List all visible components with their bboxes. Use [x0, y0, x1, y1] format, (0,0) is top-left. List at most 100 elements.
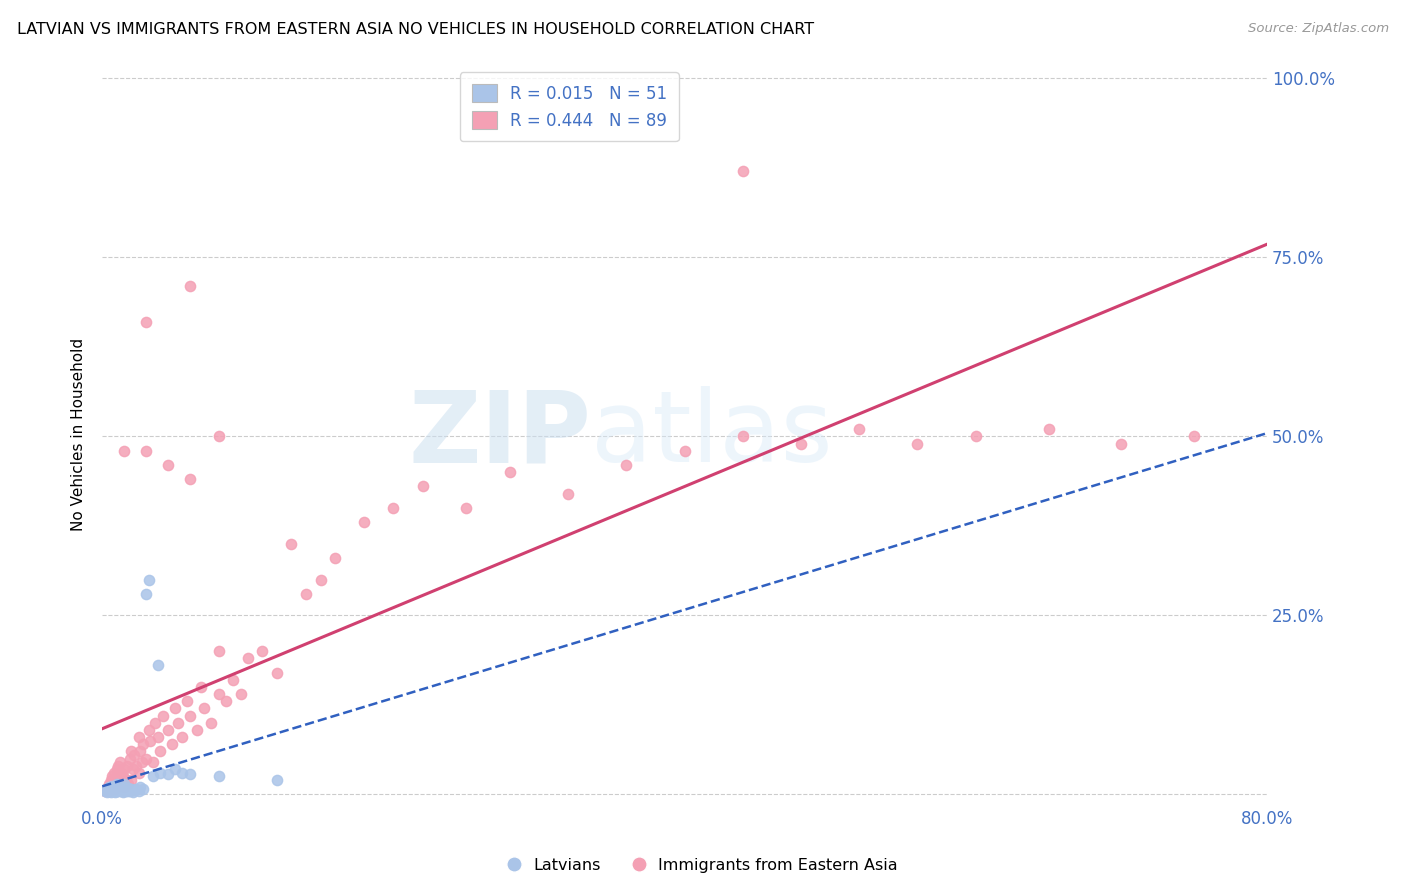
Point [731, 429, 754, 443]
Text: atlas: atlas [592, 386, 832, 483]
Point [105, 784, 128, 798]
Point [98, 776, 121, 790]
Point [121, 785, 143, 799]
Point [323, 551, 346, 566]
Point [208, 644, 231, 658]
Point [208, 429, 231, 443]
Point [266, 772, 288, 787]
Point [149, 765, 172, 780]
Point [110, 784, 132, 798]
Point [100, 772, 122, 787]
Point [176, 694, 198, 708]
Point [114, 781, 136, 796]
Point [142, 755, 165, 769]
Point [104, 780, 127, 794]
Point [128, 784, 150, 798]
Point [94, 784, 117, 798]
Point [132, 782, 155, 797]
Point [614, 458, 637, 472]
Point [131, 755, 153, 769]
Legend: Latvians, Immigrants from Eastern Asia: Latvians, Immigrants from Eastern Asia [502, 851, 904, 880]
Point [122, 783, 145, 797]
Point [98, 780, 121, 794]
Point [128, 765, 150, 780]
Point [200, 715, 222, 730]
Point [103, 765, 125, 780]
Point [115, 758, 138, 772]
Point [105, 779, 128, 793]
Point [104, 785, 127, 799]
Point [135, 751, 157, 765]
Point [149, 744, 172, 758]
Point [100, 781, 122, 796]
Point [105, 776, 128, 790]
Text: Source: ZipAtlas.com: Source: ZipAtlas.com [1249, 22, 1389, 36]
Point [731, 164, 754, 178]
Point [499, 465, 522, 479]
Point [129, 744, 152, 758]
Point [105, 781, 128, 796]
Point [215, 694, 238, 708]
Point [163, 762, 186, 776]
Point [115, 783, 138, 797]
Point [152, 708, 174, 723]
Point [121, 762, 143, 776]
Point [1111, 436, 1133, 450]
Point [105, 762, 128, 776]
Point [103, 781, 125, 796]
Point [111, 782, 134, 797]
Point [120, 782, 142, 797]
Point [179, 708, 201, 723]
Point [118, 751, 141, 765]
Point [252, 644, 274, 658]
Point [108, 772, 131, 787]
Point [125, 758, 148, 772]
Point [101, 783, 124, 797]
Point [107, 782, 129, 797]
Point [167, 715, 190, 730]
Point [673, 443, 696, 458]
Point [108, 780, 131, 794]
Point [112, 762, 135, 776]
Point [98, 784, 121, 798]
Point [309, 573, 332, 587]
Point [790, 436, 813, 450]
Point [135, 315, 157, 329]
Point [97, 780, 120, 794]
Point [156, 458, 179, 472]
Point [142, 769, 165, 783]
Point [353, 516, 375, 530]
Point [186, 723, 208, 737]
Point [110, 776, 132, 790]
Point [179, 767, 201, 781]
Point [193, 701, 215, 715]
Point [111, 785, 134, 799]
Point [132, 737, 155, 751]
Point [382, 500, 405, 515]
Point [105, 776, 128, 790]
Point [138, 573, 160, 587]
Point [907, 436, 929, 450]
Point [179, 472, 201, 486]
Point [190, 680, 212, 694]
Point [112, 443, 135, 458]
Point [107, 784, 129, 798]
Point [139, 733, 162, 747]
Point [156, 767, 179, 781]
Point [98, 784, 121, 798]
Point [118, 784, 141, 798]
Point [138, 723, 160, 737]
Point [456, 500, 478, 515]
Point [120, 772, 142, 787]
Point [208, 769, 231, 783]
Point [208, 687, 231, 701]
Point [143, 715, 166, 730]
Point [229, 687, 252, 701]
Point [557, 486, 579, 500]
Point [101, 779, 124, 793]
Point [104, 781, 127, 796]
Text: LATVIAN VS IMMIGRANTS FROM EASTERN ASIA NO VEHICLES IN HOUSEHOLD CORRELATION CHA: LATVIAN VS IMMIGRANTS FROM EASTERN ASIA … [17, 22, 814, 37]
Point [172, 765, 194, 780]
Point [108, 783, 131, 797]
Point [156, 723, 179, 737]
